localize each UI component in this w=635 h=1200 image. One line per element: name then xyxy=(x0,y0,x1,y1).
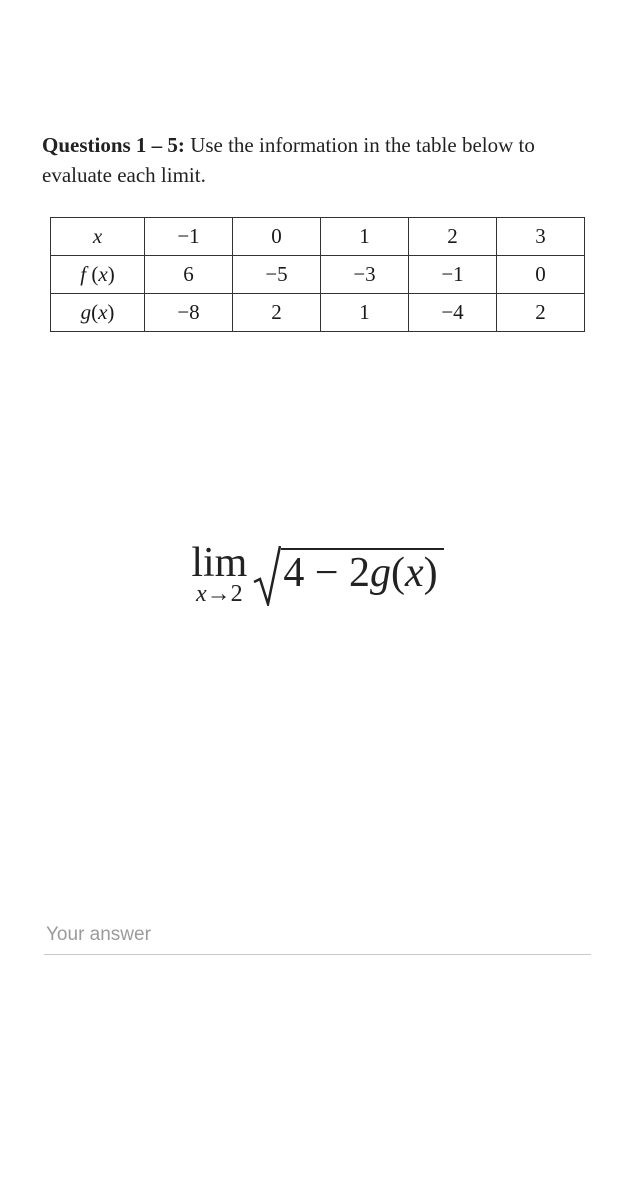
lim-subscript: x→2 xyxy=(196,582,243,606)
table-cell: −1 xyxy=(145,217,233,255)
row-header-gx: g(x) xyxy=(51,293,145,331)
table-cell: −4 xyxy=(409,293,497,331)
table-cell: 2 xyxy=(233,293,321,331)
radicand: 4 − 2g(x) xyxy=(281,548,443,596)
row-header-fx: f (x) xyxy=(51,255,145,293)
table-cell: 1 xyxy=(321,293,409,331)
table-cell: 0 xyxy=(233,217,321,255)
table-row: g(x) −8 2 1 −4 2 xyxy=(51,293,585,331)
row-header-x: x xyxy=(51,217,145,255)
table-cell: 1 xyxy=(321,217,409,255)
table-cell: −3 xyxy=(321,255,409,293)
table-row: x −1 0 1 2 3 xyxy=(51,217,585,255)
limit-operator: lim x→2 xyxy=(191,542,247,606)
table-cell: −5 xyxy=(233,255,321,293)
function-values-table: x −1 0 1 2 3 f (x) 6 −5 −3 −1 0 g(x) −8 … xyxy=(50,217,585,332)
table-cell: 0 xyxy=(497,255,585,293)
table-cell: −1 xyxy=(409,255,497,293)
answer-area xyxy=(42,916,593,955)
question-range-label: Questions 1 – 5: xyxy=(42,133,185,157)
table-cell: 6 xyxy=(145,255,233,293)
table-cell: 2 xyxy=(409,217,497,255)
table-cell: 2 xyxy=(497,293,585,331)
answer-input[interactable] xyxy=(44,916,591,955)
limit-expression: lim x→2 4 − 2g(x) xyxy=(191,542,443,606)
table-cell: −8 xyxy=(145,293,233,331)
table-cell: 3 xyxy=(497,217,585,255)
question-instructions: Questions 1 – 5: Use the information in … xyxy=(42,130,593,191)
square-root: 4 − 2g(x) xyxy=(253,552,443,596)
radical-sign-icon xyxy=(253,552,281,596)
lim-label: lim xyxy=(191,542,247,584)
table-row: f (x) 6 −5 −3 −1 0 xyxy=(51,255,585,293)
